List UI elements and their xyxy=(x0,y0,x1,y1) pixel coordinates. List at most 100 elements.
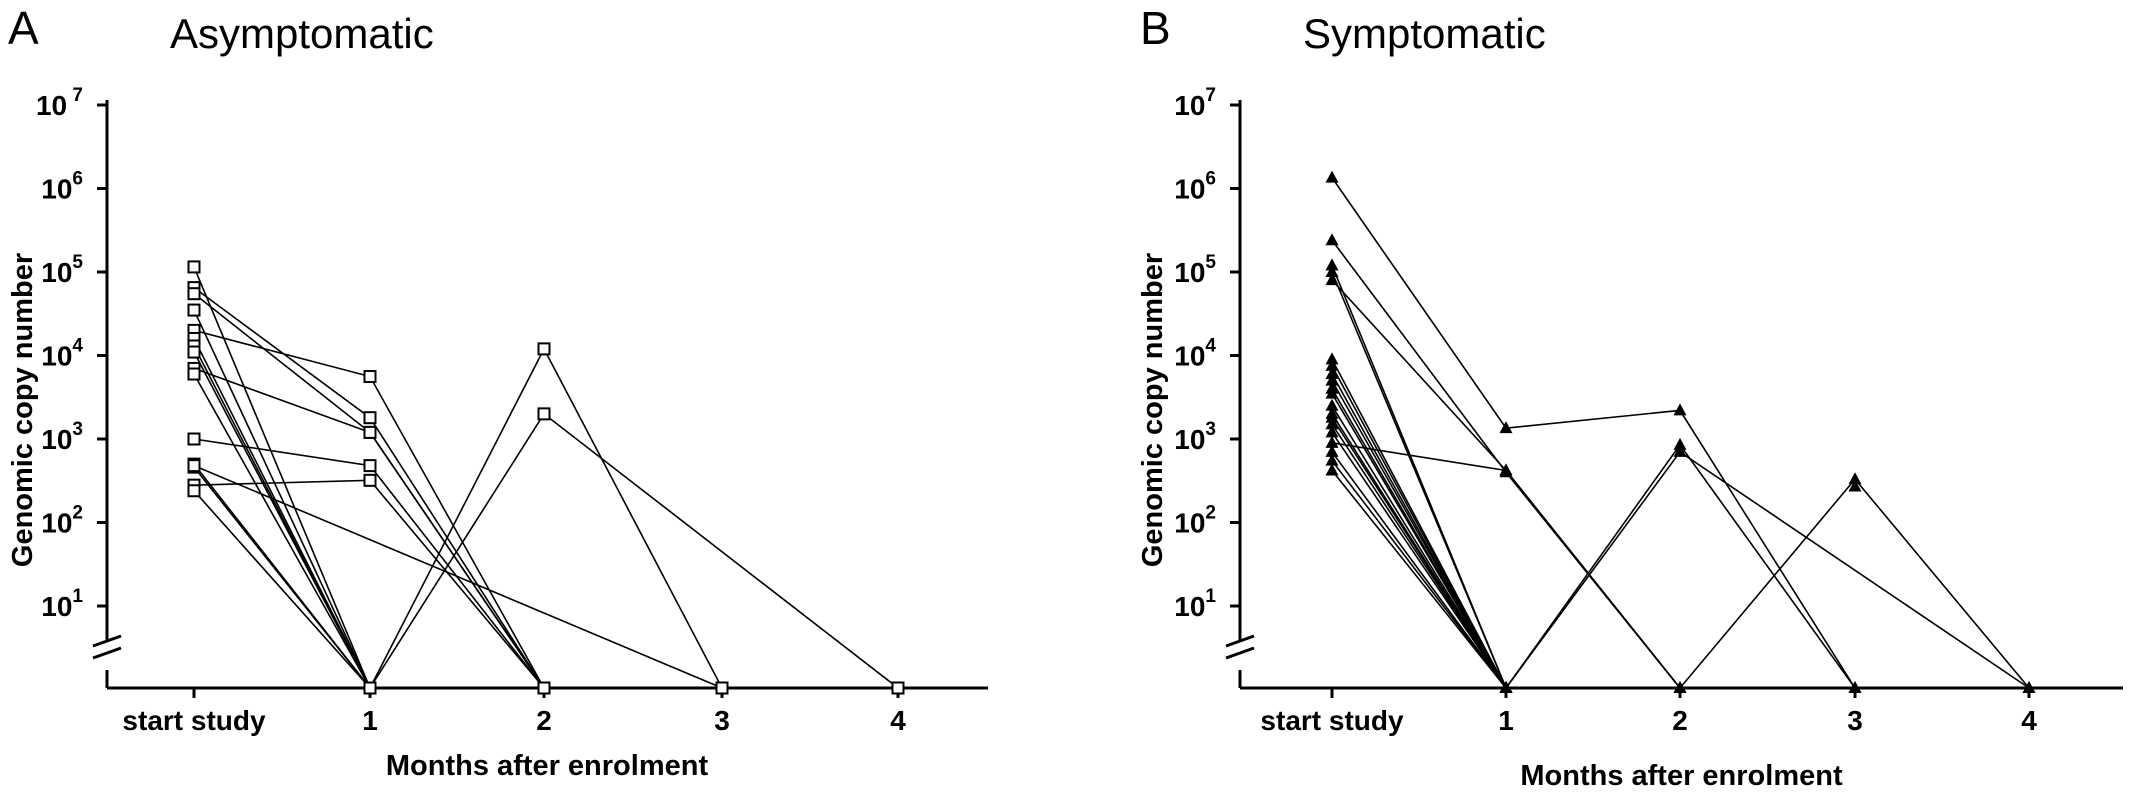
y-tick-exponent: 1 xyxy=(72,586,83,607)
y-tick-label: 102 xyxy=(1174,503,1216,539)
chart-title: Symptomatic xyxy=(1303,10,1546,57)
chart-title: Asymptomatic xyxy=(170,10,434,57)
x-tick-label: 4 xyxy=(890,705,906,736)
data-point xyxy=(363,370,377,384)
series-line xyxy=(193,464,723,689)
series-line xyxy=(1331,279,1681,689)
data-point xyxy=(363,459,377,473)
series-2 xyxy=(1325,233,1687,693)
y-tick-exponent: 5 xyxy=(72,252,83,273)
y-tick-exponent: 4 xyxy=(72,336,83,357)
x-tick-label: 1 xyxy=(1498,705,1514,736)
y-tick-label: 107 xyxy=(1174,85,1216,121)
series-line xyxy=(1331,460,1507,689)
panel-letter: A xyxy=(8,2,39,54)
y-tick-base: 10 xyxy=(41,424,72,455)
x-tick-label: 2 xyxy=(1672,705,1688,736)
data-point xyxy=(537,342,551,356)
y-tick-label: 106 xyxy=(41,169,83,205)
y-tick-exponent: 7 xyxy=(67,85,83,106)
y-tick-base: 10 xyxy=(41,591,72,622)
y-tick-label: 105 xyxy=(1174,252,1216,288)
y-tick-label: 106 xyxy=(1174,169,1216,205)
x-tick-label: 2 xyxy=(536,705,552,736)
series-line xyxy=(193,293,545,689)
y-tick-exponent: 6 xyxy=(72,169,83,190)
data-point xyxy=(1499,421,1513,434)
series-6 xyxy=(1325,352,1513,693)
data-point xyxy=(1325,386,1339,399)
series-line xyxy=(193,266,371,689)
y-tick-label: 105 xyxy=(41,252,83,288)
series-4 xyxy=(1325,265,1513,693)
series-line xyxy=(1331,451,1507,689)
series-13 xyxy=(187,473,551,695)
data-point xyxy=(1673,437,1687,450)
series-17 xyxy=(187,459,729,695)
series-8 xyxy=(1325,367,1513,693)
data-point xyxy=(1848,479,1862,492)
data-point xyxy=(1325,358,1339,371)
y-tick-base: 10 xyxy=(41,341,72,372)
data-point xyxy=(1499,463,1513,476)
series-line xyxy=(193,329,545,689)
series-15 xyxy=(187,460,377,695)
x-tick-label: 1 xyxy=(362,705,378,736)
y-tick-base: 10 xyxy=(1174,257,1205,288)
x-tick-label: start study xyxy=(1260,705,1404,736)
x-axis-label: Months after enrolment xyxy=(386,750,709,782)
y-tick-exponent: 3 xyxy=(72,419,83,440)
y-tick-exponent: 5 xyxy=(1205,252,1216,273)
y-tick-exponent: 3 xyxy=(1205,419,1216,440)
series-23 xyxy=(1673,472,2036,693)
data-point xyxy=(363,473,377,487)
y-tick-exponent: 2 xyxy=(72,503,83,524)
series-line xyxy=(1505,443,1856,689)
y-tick-base: 10 xyxy=(1174,591,1205,622)
y-tick-exponent: 4 xyxy=(1205,336,1216,357)
data-point xyxy=(187,345,201,359)
data-point xyxy=(1325,453,1339,466)
data-point xyxy=(1325,170,1339,183)
series-11 xyxy=(187,432,551,695)
y-tick-exponent: 1 xyxy=(1205,586,1216,607)
y-tick-label: 104 xyxy=(41,336,83,372)
y-tick-base: 10 xyxy=(1174,174,1205,205)
x-axis-label: Months after enrolment xyxy=(1520,760,1843,792)
y-tick-label: 103 xyxy=(41,419,83,455)
y-tick-base: 10 xyxy=(41,508,72,539)
data-point xyxy=(1673,444,1687,457)
data-point xyxy=(187,303,201,317)
data-point xyxy=(1325,265,1339,277)
y-tick-label: 103 xyxy=(1174,419,1216,455)
series-5 xyxy=(187,323,551,695)
data-point xyxy=(187,459,201,473)
data-point xyxy=(1325,425,1339,438)
series-line xyxy=(193,479,545,689)
y-tick-exponent: 6 xyxy=(1205,169,1216,190)
y-tick-base: 10 xyxy=(1174,341,1205,372)
data-point xyxy=(537,681,551,695)
data-point xyxy=(1325,435,1339,448)
data-point xyxy=(1499,681,1513,693)
y-tick-base: 10 xyxy=(41,257,72,288)
y-tick-exponent: 2 xyxy=(1205,503,1216,524)
data-point xyxy=(1325,398,1339,411)
data-point xyxy=(2022,681,2036,693)
series-line xyxy=(1331,393,1507,689)
y-tick-base: 10 xyxy=(1174,90,1205,121)
y-tick-base: 10 xyxy=(36,90,67,121)
y-tick-label: 10 7 xyxy=(36,85,83,121)
data-point xyxy=(363,681,377,695)
data-point xyxy=(537,407,551,421)
data-point xyxy=(1325,273,1339,286)
series-line xyxy=(369,412,899,689)
data-point xyxy=(187,432,201,446)
data-point xyxy=(1673,681,1687,693)
y-tick-base: 10 xyxy=(1174,424,1205,455)
y-tick-label: 102 xyxy=(41,503,83,539)
